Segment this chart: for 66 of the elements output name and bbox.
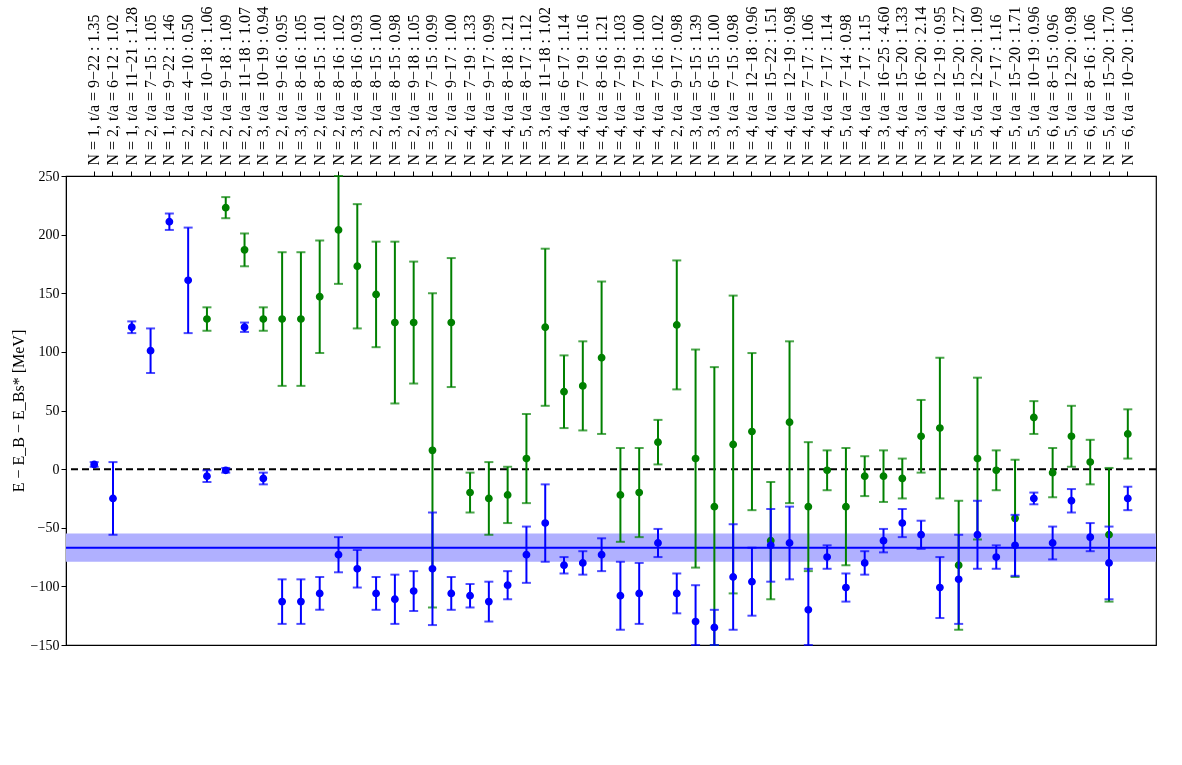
x-tick-label: N = 3, t/a = 8−15 : 0.98	[385, 14, 403, 166]
x-tick-label: N = 4, t/a = 12−18 : 0.96	[742, 6, 760, 166]
x-tick-label: N = 4, t/a = 7−17 : 1.15	[855, 14, 873, 166]
x-tick-label: N = 2, t/a = 9−17 : 0.98	[667, 14, 685, 166]
x-tick-label: N = 4, t/a = 6−17 : 1.14	[555, 14, 573, 166]
x-tick-label: N = 5, t/a = 15−20 : 1.70	[1100, 6, 1118, 166]
x-tick-label: N = 2, t/a = 9−16 : 0.95	[273, 14, 291, 166]
x-tick-label: N = 3, t/a = 5−15 : 1.39	[686, 14, 704, 166]
x-tick-label: N = 3, t/a = 16−20 : 2.14	[912, 6, 930, 166]
x-tick-label: N = 4, t/a = 7−17 : 1.14	[818, 14, 836, 166]
x-tick-label: N = 2, t/a = 9−18 : 1.05	[404, 14, 422, 166]
y-tick-label: −100	[30, 578, 60, 594]
x-tick-label: N = 4, t/a = 7−17 : 1.16	[987, 14, 1005, 166]
x-tick-label: N = 4, t/a = 7−19 : 1.16	[573, 14, 591, 166]
x-tick-label: N = 3, t/a = 16−25 : 4.60	[874, 6, 892, 166]
x-tick-label: N = 4, t/a = 8−16 : 1.21	[592, 14, 610, 166]
x-tick-label: N = 2, t/a = 8−15 : 1.01	[310, 14, 328, 166]
x-tick-label: N = 4, t/a = 12−19 : 0.95	[930, 6, 948, 166]
x-tick-label: N = 1, t/a = 11−21 : 1.28	[122, 7, 140, 166]
x-tick-label: N = 6, t/a = 10−20 : 1.06	[1118, 6, 1136, 166]
x-tick-label: N = 5, t/a = 7−14 : 0.98	[836, 14, 854, 166]
x-tick-label: N = 5, t/a = 12−20 : 0.98	[1062, 6, 1080, 166]
x-tick-label: N = 3, t/a = 6−15 : 1.00	[705, 14, 723, 166]
x-tick-label: N = 3, t/a = 7−15 : 0.99	[423, 14, 441, 166]
x-tick-label: N = 4, t/a = 7−19 : 1.00	[630, 14, 648, 166]
y-axis-title: E − E_B − E_Bs* [MeV]	[9, 329, 27, 493]
x-tick-label: N = 6, t/a = 8−15 : 0.96	[1043, 14, 1061, 166]
x-tick-label: N = 3, t/a = 8−16 : 1.05	[291, 14, 309, 166]
x-tick-label: N = 5, t/a = 12−20 : 1.09	[968, 6, 986, 166]
y-tick-label: −150	[30, 637, 60, 653]
x-tick-label: N = 4, t/a = 12−19 : 0.98	[780, 6, 798, 166]
x-tick-label: N = 3, t/a = 11−18 : 1.02	[536, 7, 554, 166]
x-tick-label: N = 2, t/a = 11−18 : 1.07	[235, 7, 253, 166]
x-tick-label: N = 3, t/a = 10−19 : 0.94	[254, 6, 272, 166]
x-tick-label: N = 4, t/a = 8−18 : 1.21	[498, 14, 516, 166]
x-tick-label: N = 4, t/a = 15−20 : 1.33	[893, 6, 911, 166]
x-tick-label: N = 4, t/a = 7−19 : 1.03	[611, 14, 629, 166]
y-tick-label: −50	[37, 520, 60, 536]
x-tick-label: N = 6, t/a = 8−16 : 1.06	[1081, 14, 1099, 166]
x-tick-label: N = 4, t/a = 7−16 : 1.02	[648, 14, 666, 166]
x-tick-label: N = 4, t/a = 15−22 : 1.51	[761, 6, 779, 166]
x-tick-label: N = 2, t/a = 9−17 : 1.00	[442, 14, 460, 166]
x-tick-label: N = 5, t/a = 15−20 : 1.71	[1006, 6, 1024, 166]
y-tick-label: 200	[38, 227, 60, 243]
x-tick-label: N = 2, t/a = 4−10 : 0.50	[179, 14, 197, 166]
y-tick-label: 150	[38, 285, 60, 301]
y-tick-label: 50	[45, 403, 60, 418]
y-tick-label: 0	[52, 461, 60, 477]
x-tick-label: N = 4, t/a = 7−17 : 1.06	[799, 14, 817, 166]
y-tick-label: 250	[38, 168, 60, 184]
x-tick-label: N = 5, t/a = 8−17 : 1.12	[517, 14, 535, 166]
x-tick-label: N = 2, t/a = 8−15 : 1.00	[367, 14, 385, 166]
y-tick-label: 100	[38, 344, 60, 360]
x-tick-label: N = 2, t/a = 8−16 : 1.02	[329, 14, 347, 166]
x-tick-label: N = 4, t/a = 15−20 : 1.27	[949, 6, 967, 166]
x-tick-label: N = 4, t/a = 9−17 : 0.99	[479, 14, 497, 166]
x-tick-label: N = 3, t/a = 8−16 : 0.93	[348, 14, 366, 166]
x-tick-label: N = 5, t/a = 10−19 : 0.96	[1024, 6, 1042, 166]
x-tick-label: N = 3, t/a = 7−15 : 0.98	[724, 14, 742, 166]
x-tick-label: N = 1, t/a = 9−22 : 1.46	[160, 14, 178, 166]
x-tick-label: N = 2, t/a = 9−18 : 1.09	[216, 14, 234, 166]
x-tick-label: N = 1, t/a = 9−22 : 1.35	[85, 14, 103, 166]
x-tick-label: N = 2, t/a = 6−12 : 1.02	[103, 14, 121, 166]
x-tick-label: N = 2, t/a = 10−18 : 1.06	[197, 6, 215, 166]
x-tick-label: N = 4, t/a = 7−19 : 1.33	[461, 14, 479, 166]
x-tick-label: N = 2, t/a = 7−15 : 1.05	[141, 14, 159, 166]
